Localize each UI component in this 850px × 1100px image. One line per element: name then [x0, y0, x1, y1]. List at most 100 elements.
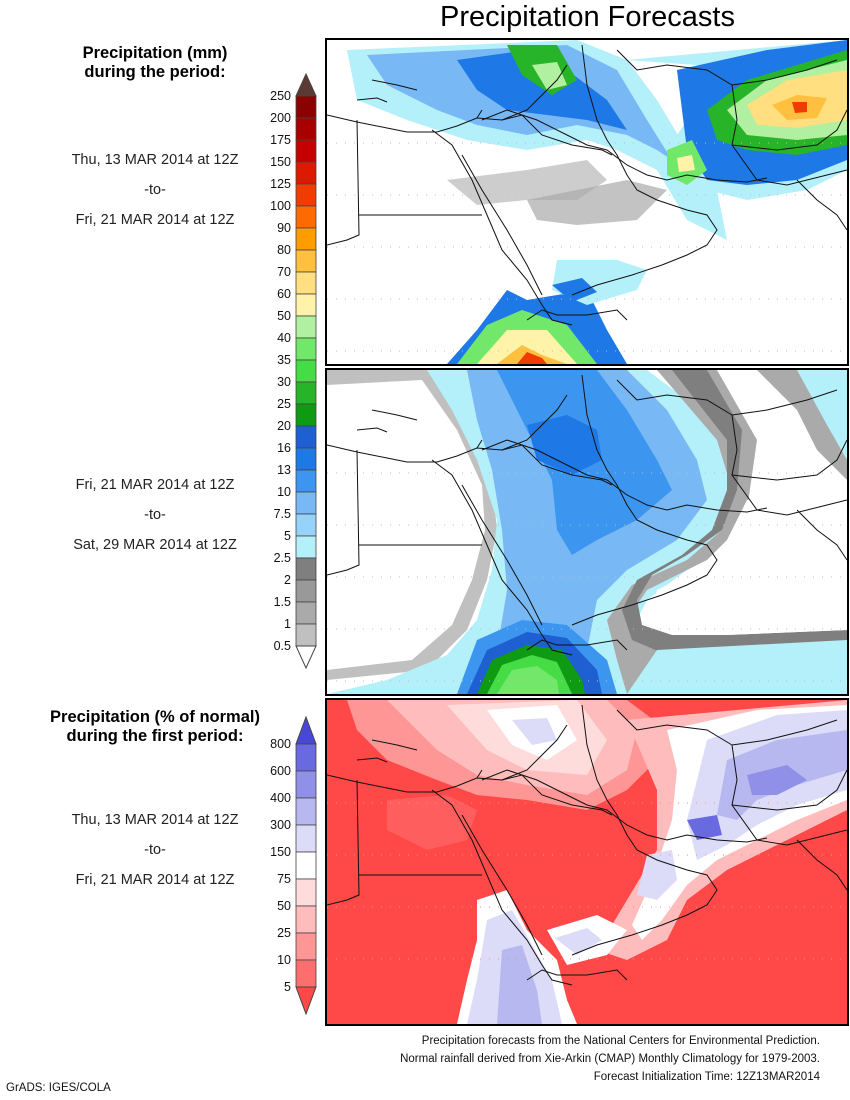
- colorbar-tick-label: 1: [284, 617, 291, 631]
- colorbar-top-arrow: [295, 716, 317, 745]
- colorbar-swatch: [295, 579, 317, 603]
- map-week2-svg: [327, 370, 847, 694]
- colorbar-swatch: [295, 271, 317, 295]
- colorbar-tick-label: 40: [277, 331, 291, 345]
- colorbar-tick-label: 50: [277, 309, 291, 323]
- colorbar-swatch: [295, 425, 317, 449]
- colorbar-swatch: [295, 878, 317, 907]
- period1-start: Thu, 13 MAR 2014 at 12Z: [71, 152, 239, 168]
- colorbar-swatch: [295, 932, 317, 961]
- colorbar-tick-label: 5: [284, 529, 291, 543]
- colorbar-swatch: [295, 491, 317, 515]
- colorbar-swatch: [295, 469, 317, 493]
- colorbar-tick-label: 30: [277, 375, 291, 389]
- map-week1-percent-normal: [325, 698, 849, 1026]
- colorbar-swatch: [295, 447, 317, 471]
- colorbar-swatch: [295, 117, 317, 141]
- colorbar-tick-label: 80: [277, 243, 291, 257]
- footer-line-3: Forecast Initialization Time: 12Z13MAR20…: [593, 1071, 820, 1083]
- percent-field: [327, 700, 847, 1024]
- colorbar-tick-label: 800: [270, 737, 291, 751]
- colorbar-tick-label: 400: [270, 791, 291, 805]
- colorbar-swatch: [295, 513, 317, 537]
- country-borders: [327, 704, 847, 986]
- colorbar-swatch: [295, 315, 317, 339]
- colorbar-tick-label: 100: [270, 199, 291, 213]
- colorbar-tick-label: 0.5: [273, 639, 291, 653]
- colorbar-tick-label: 25: [277, 926, 291, 940]
- colorbar-tick-label: 200: [270, 111, 291, 125]
- colorbar-swatch: [295, 139, 317, 163]
- legend-pct-heading-line2: during the first period:: [66, 727, 244, 745]
- colorbar-tick-label: 10: [277, 485, 291, 499]
- colorbar-swatch: [295, 403, 317, 427]
- colorbar-swatch: [295, 743, 317, 772]
- colorbar-bottom-arrow: [295, 645, 317, 669]
- legend-mm-heading-line2: during the period:: [84, 63, 226, 81]
- colorbar-tick-label: 25: [277, 397, 291, 411]
- map-percent-svg: [327, 700, 847, 1024]
- colorbar-tick-label: 2: [284, 573, 291, 587]
- colorbar-svg: [295, 716, 317, 1015]
- country-borders: [327, 44, 847, 326]
- colorbar-swatch: [295, 824, 317, 853]
- colorbar-tick-label: 75: [277, 872, 291, 886]
- footer-line-1: Precipitation forecasts from the Nationa…: [421, 1035, 820, 1047]
- colorbar-swatch: [295, 95, 317, 119]
- colorbar-swatch: [295, 851, 317, 880]
- colorbar-swatch: [295, 959, 317, 988]
- colorbar-swatch: [295, 905, 317, 934]
- colorbar-tick-label: 10: [277, 953, 291, 967]
- colorbar-tick-label: 5: [284, 980, 291, 994]
- colorbar-tick-label: 1.5: [273, 595, 291, 609]
- map-week1-svg: [327, 40, 847, 364]
- colorbar-swatch: [295, 205, 317, 229]
- period2-separator: -to-: [144, 507, 166, 523]
- colorbar-swatch: [295, 797, 317, 826]
- colorbar-swatch: [295, 557, 317, 581]
- map-week2-precip: [325, 368, 849, 696]
- colorbar-swatch: [295, 337, 317, 361]
- colorbar-tick-label: 35: [277, 353, 291, 367]
- legend-mm-heading-line1: Precipitation (mm): [82, 44, 228, 62]
- colorbar-tick-label: 20: [277, 419, 291, 433]
- colorbar-tick-label: 7.5: [273, 507, 291, 521]
- period1-end: Fri, 21 MAR 2014 at 12Z: [75, 212, 235, 228]
- period2-start: Fri, 21 MAR 2014 at 12Z: [75, 477, 235, 493]
- period3-start: Thu, 13 MAR 2014 at 12Z: [71, 812, 239, 828]
- colorbar-tick-label: 150: [270, 845, 291, 859]
- colorbar-tick-label: 150: [270, 155, 291, 169]
- legend-pct-heading-line1: Precipitation (% of normal): [50, 708, 260, 726]
- precip-field: [327, 370, 847, 694]
- colorbar-tick-label: 60: [277, 287, 291, 301]
- colorbar-tick-label: 125: [270, 177, 291, 191]
- colorbar-svg: [295, 73, 317, 669]
- colorbar-bottom-arrow: [295, 986, 317, 1015]
- colorbar-tick-label: 300: [270, 818, 291, 832]
- colorbar-tick-label: 16: [277, 441, 291, 455]
- footer-notes: Precipitation forecasts from the Nationa…: [400, 1032, 820, 1086]
- colorbar-swatch: [295, 381, 317, 405]
- precip-field: [347, 40, 847, 364]
- period3-end: Fri, 21 MAR 2014 at 12Z: [75, 872, 235, 888]
- period2-end: Sat, 29 MAR 2014 at 12Z: [73, 537, 237, 553]
- colorbar-tick-label: 50: [277, 899, 291, 913]
- colorbar-swatch: [295, 359, 317, 383]
- colorbar-tick-label: 175: [270, 133, 291, 147]
- colorbar-swatch: [295, 227, 317, 251]
- colorbar-swatch: [295, 249, 317, 273]
- colorbar-tick-label: 13: [277, 463, 291, 477]
- colorbar-tick-label: 90: [277, 221, 291, 235]
- country-borders: [327, 374, 847, 656]
- colorbar-swatch: [295, 601, 317, 625]
- colorbar-tick-label: 250: [270, 89, 291, 103]
- period3-separator: -to-: [144, 842, 166, 858]
- colorbar-swatch: [295, 293, 317, 317]
- colorbar-tick-label: 70: [277, 265, 291, 279]
- colorbar-swatch: [295, 535, 317, 559]
- colorbar-tick-label: 600: [270, 764, 291, 778]
- period1-separator: -to-: [144, 182, 166, 198]
- map-week1-precip: [325, 38, 849, 366]
- colorbar-swatch: [295, 623, 317, 647]
- colorbar-swatch: [295, 161, 317, 185]
